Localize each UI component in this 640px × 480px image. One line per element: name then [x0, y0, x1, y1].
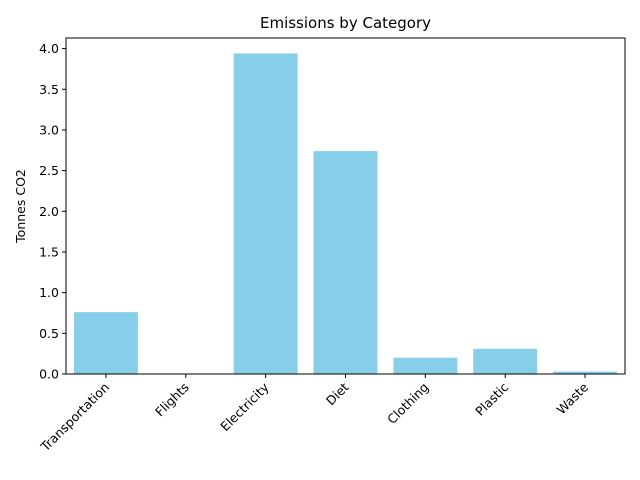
- y-tick-label: 2.5: [39, 163, 59, 178]
- bar-waste: [553, 371, 618, 374]
- y-tick-label: 4.0: [39, 41, 59, 56]
- bar-clothing: [393, 357, 458, 374]
- y-tick-label: 3.0: [39, 122, 59, 137]
- x-tick-label: Electricity: [217, 379, 272, 434]
- bar-plastic: [473, 348, 538, 374]
- y-tick-label: 3.5: [39, 82, 59, 97]
- y-tick-label: 1.0: [39, 285, 59, 300]
- bar-electricity: [233, 53, 298, 374]
- x-tick-label: Plastic: [472, 379, 511, 418]
- bar-transportation: [73, 312, 138, 374]
- x-tick-label: Flights: [152, 380, 192, 420]
- x-tick-label: Transportation: [37, 380, 112, 455]
- chart-title: Emissions by Category: [260, 14, 431, 32]
- x-tick-label: Diet: [323, 379, 352, 408]
- x-tick-label: Clothing: [384, 380, 431, 427]
- x-axis-ticks: Transportation Flights Electricity Diet Clot…: [37, 374, 591, 455]
- y-tick-label: 1.5: [39, 244, 59, 259]
- y-axis-label: Tonnes CO2: [13, 169, 28, 244]
- bars-group: [73, 53, 618, 374]
- y-tick-label: 0.5: [39, 326, 59, 341]
- plot-frame: [65, 37, 626, 375]
- y-axis-ticks: 0.0 0.5 1.0 1.5 2.0 2.5 3.0 3.5 4.0: [39, 41, 66, 382]
- y-tick-label: 2.0: [39, 204, 59, 219]
- y-tick-label: 0.0: [39, 367, 59, 382]
- x-tick-label: Waste: [553, 379, 591, 417]
- bar-diet: [313, 151, 378, 374]
